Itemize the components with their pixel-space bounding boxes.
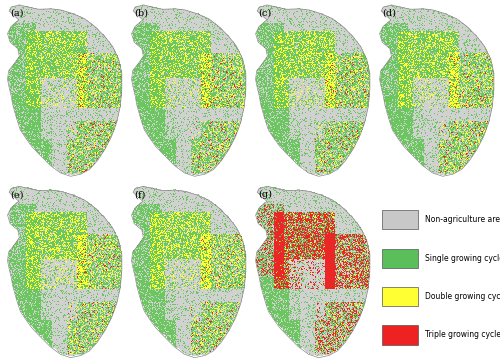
FancyBboxPatch shape (382, 249, 418, 268)
FancyBboxPatch shape (382, 210, 418, 229)
Text: (a): (a) (10, 9, 24, 18)
Text: (c): (c) (258, 9, 271, 18)
Text: (b): (b) (134, 9, 148, 18)
Text: Non-agriculture area: Non-agriculture area (426, 215, 500, 224)
Text: Triple growing cycle area: Triple growing cycle area (426, 330, 500, 339)
FancyBboxPatch shape (382, 287, 418, 306)
Text: Single growing cycle area: Single growing cycle area (426, 254, 500, 263)
Text: Double growing cycle area: Double growing cycle area (426, 292, 500, 301)
FancyBboxPatch shape (382, 325, 418, 344)
Text: (f): (f) (134, 190, 145, 199)
Text: (d): (d) (382, 9, 396, 18)
Text: (e): (e) (10, 190, 24, 199)
Text: (g): (g) (258, 190, 272, 199)
